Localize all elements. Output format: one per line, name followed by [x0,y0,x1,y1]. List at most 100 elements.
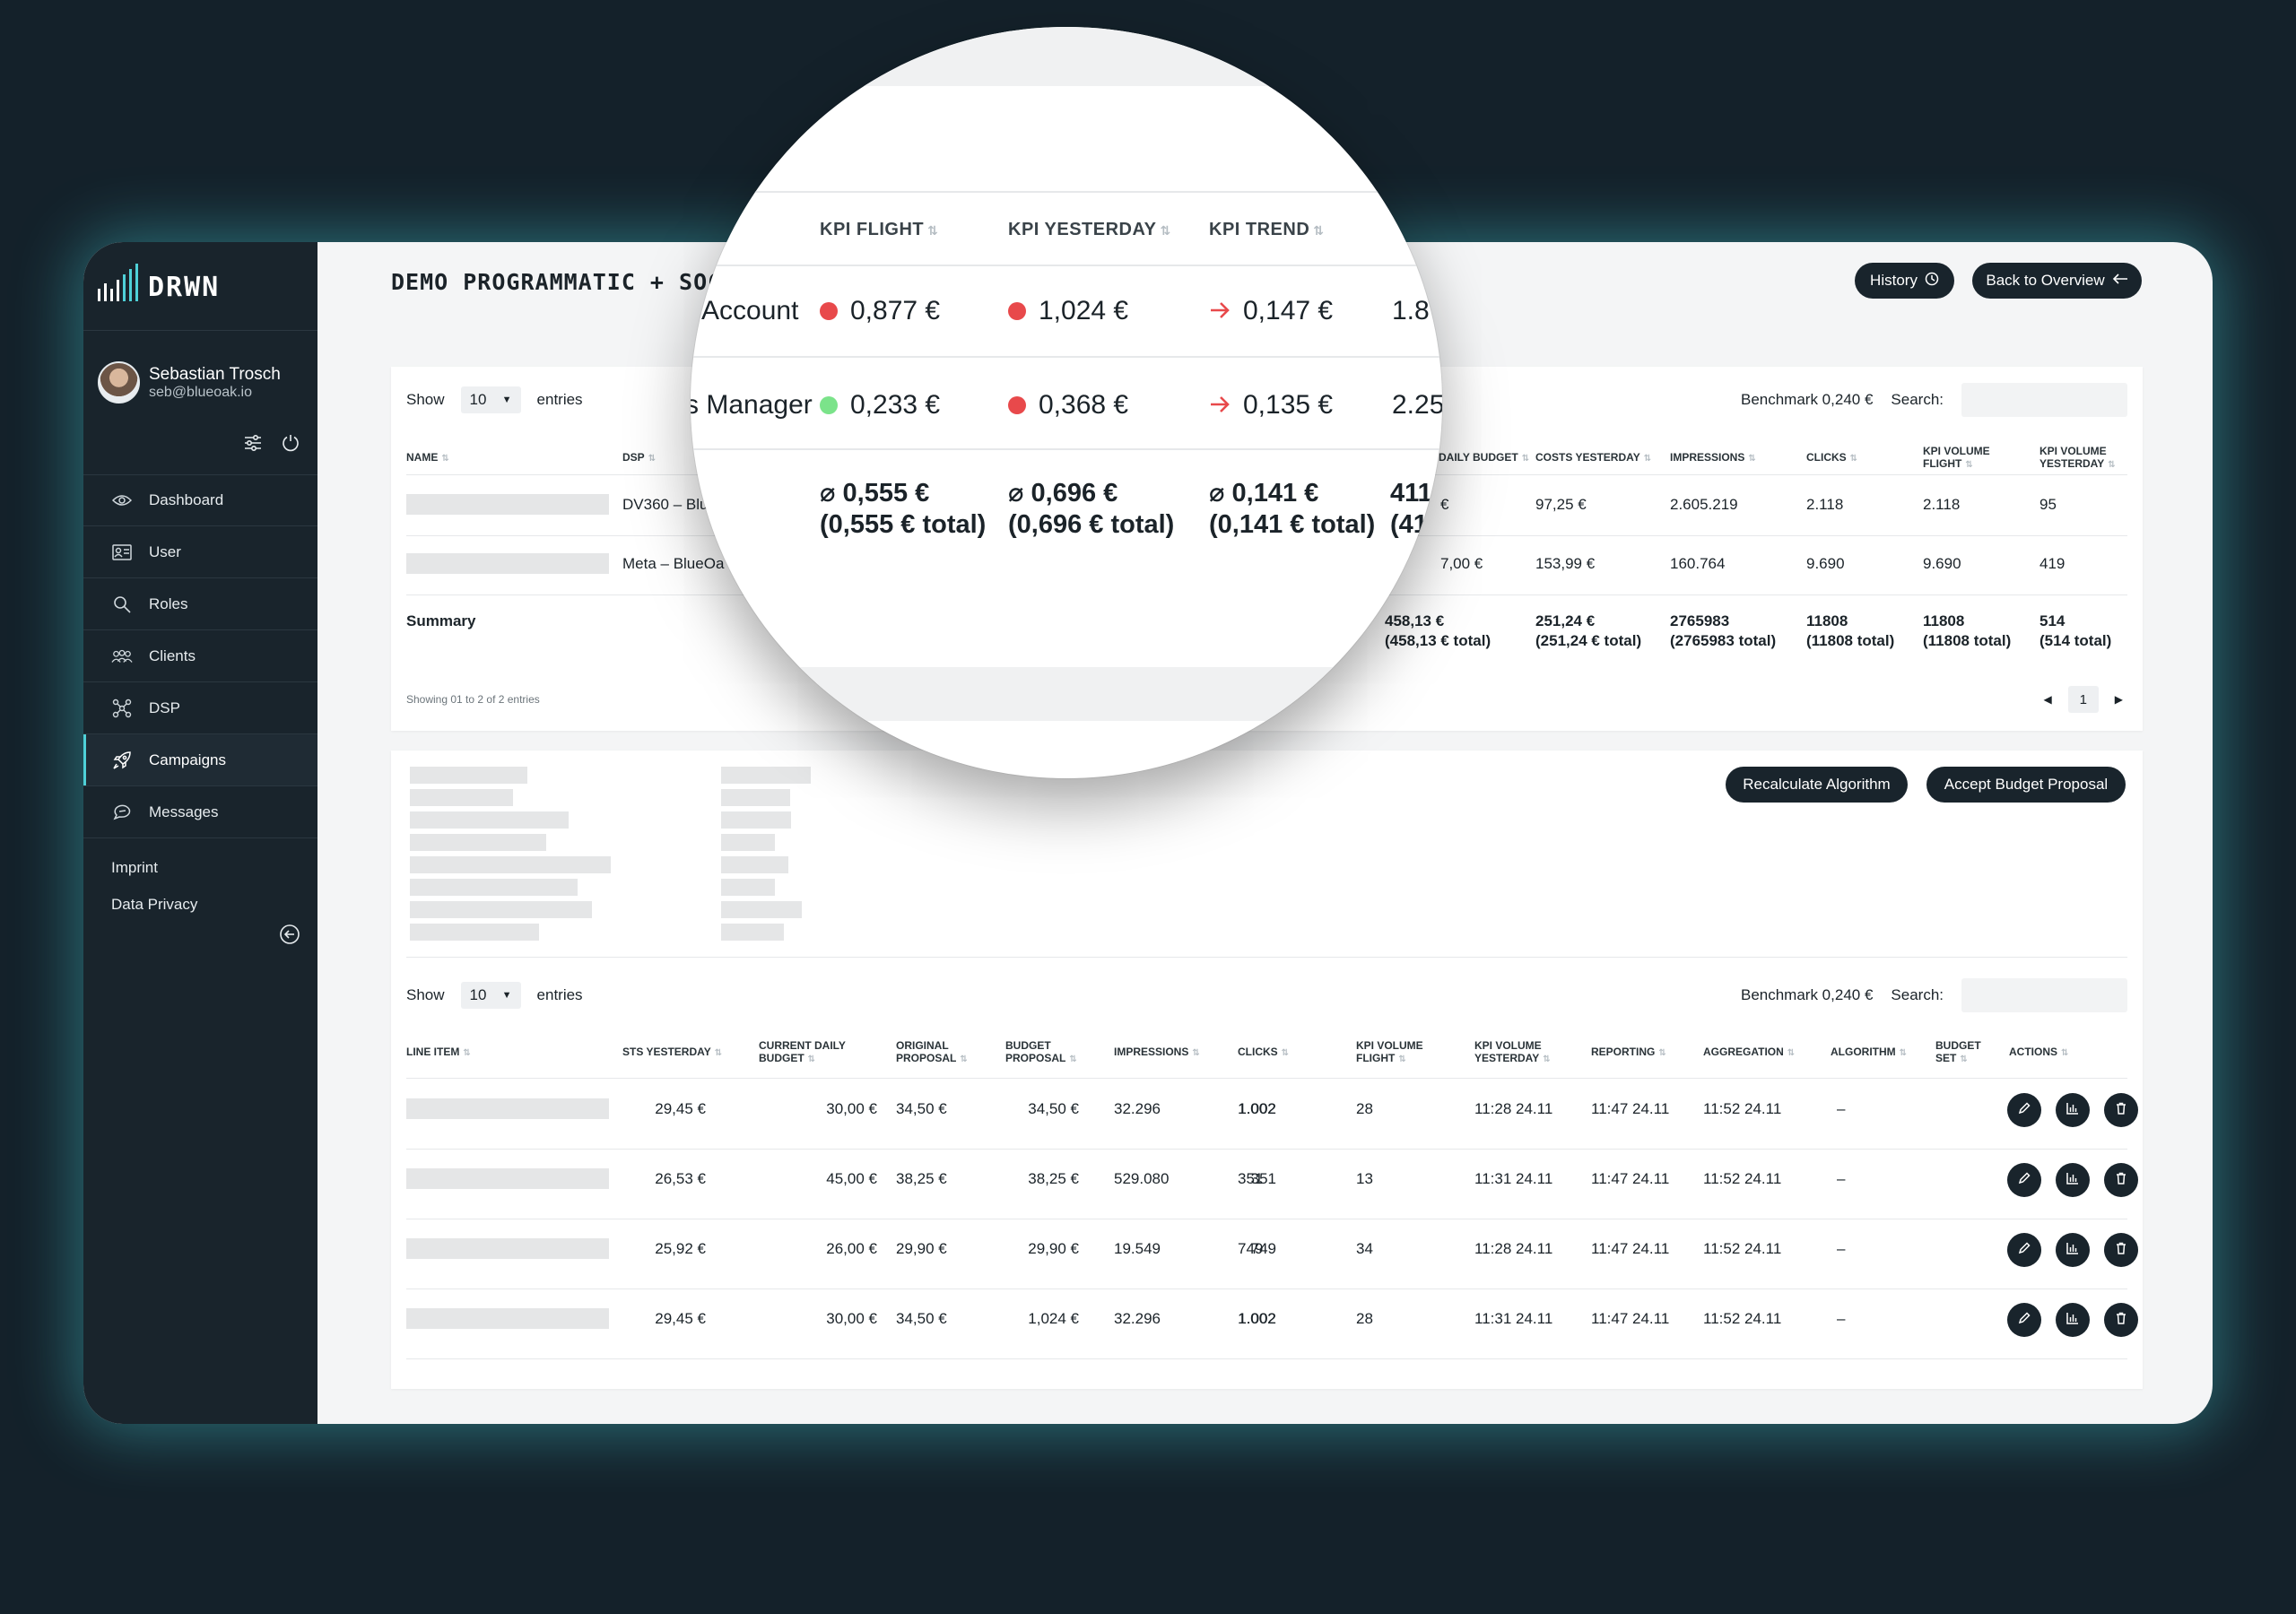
clock-icon [1925,272,1939,291]
column-header-reporting[interactable]: REPORTING ⇅ [1591,1046,1666,1060]
history-button[interactable]: History [1855,263,1954,299]
value: 0,147 € [1243,296,1334,325]
header-line: CLICKS ⇅ [1238,1046,1289,1060]
sidebar-item-messages[interactable]: Messages [83,786,317,838]
power-icon[interactable] [281,433,300,457]
entries-select[interactable]: 10 ▼ [460,982,521,1009]
chart-action-button[interactable] [2056,1093,2090,1127]
collapse-sidebar-icon[interactable] [279,924,300,950]
column-header-budget-proposal[interactable]: BUDGET PROPOSAL ⇅ [1005,1039,1077,1066]
chart-action-button[interactable] [2056,1233,2090,1267]
header-label: LINE ITEM [406,1046,460,1058]
column-header-clicks[interactable]: CLICKS ⇅ [1238,1046,1289,1060]
trash-action-button[interactable] [2104,1233,2138,1267]
prev-page-icon[interactable]: ◀ [2043,693,2052,706]
column-header-algorithm[interactable]: ALGORITHM ⇅ [1831,1046,1907,1060]
column-header-budget-set[interactable]: BUDGET SET ⇅ [1935,1039,1981,1066]
header-label: BUDGET [1935,1039,1981,1052]
column-header-original-proposal[interactable]: ORIGINAL PROPOSAL ⇅ [896,1039,968,1066]
user-email: seb@blueoak.io [149,384,252,400]
redacted-info [721,767,811,784]
entries-value: 10 [469,986,487,1003]
accept-budget-proposal-button[interactable]: Accept Budget Proposal [1926,767,2126,803]
costs-yesterday-cell: 153,99 € [1535,555,1596,572]
sidebar-item-clients[interactable]: Clients [83,630,317,682]
search-input[interactable] [1961,383,2127,417]
trash-action-button[interactable] [2104,1163,2138,1197]
pencil-icon [2017,1171,2031,1190]
header-line: ACTIONS ⇅ [2009,1046,2068,1060]
sort-icon: ⇅ [807,1054,816,1064]
column-header-kpi-volume-yesterday[interactable]: KPI VOLUME YESTERDAY ⇅ [1474,1039,1551,1066]
trash-action-button[interactable] [2104,1303,2138,1337]
column-header-name[interactable]: NAME ⇅ [406,451,449,464]
redacted-line-item-name [406,1098,609,1119]
sort-icon: ⇅ [1543,1054,1551,1064]
column-header-actions[interactable]: ACTIONS ⇅ [2009,1046,2068,1060]
column-header-kpi-trend[interactable]: KPI TREND ⇅ [1209,220,1325,239]
entries-select[interactable]: 10 ▼ [460,386,521,413]
summary-value: 458,13 € [1385,612,1445,629]
column-header-kpi-flight[interactable]: KPI FLIGHT ⇅ [820,220,939,239]
column-header-impressions[interactable]: IMPRESSIONS ⇅ [1670,451,1756,464]
sidebar-item-user[interactable]: User [83,526,317,578]
impressions-cell: 529.080 [1114,1170,1170,1187]
zoom-kpi-yesterday-cell: 1,024 € [1008,296,1128,326]
pencil-icon [2017,1101,2031,1120]
redacted-info [721,924,784,941]
column-header-sts-yesterday[interactable]: STS YESTERDAY ⇅ [622,1046,722,1060]
trash-icon [2114,1171,2128,1190]
imprint-link[interactable]: Imprint [111,859,158,876]
data-privacy-link[interactable]: Data Privacy [111,896,198,913]
settings-sliders-icon[interactable] [243,433,263,457]
column-header-kpi-volume-flight[interactable]: KPI VOLUME FLIGHT ⇅ [1356,1039,1423,1066]
column-header-current-daily-budget[interactable]: CURRENT DAILY BUDGET ⇅ [759,1039,846,1066]
sidebar-item-dsp[interactable]: DSP [83,682,317,734]
search-icon [111,594,133,615]
impressions-cell: 19.549 [1114,1240,1161,1257]
column-header-impressions[interactable]: IMPRESSIONS ⇅ [1114,1046,1200,1060]
avatar [98,361,140,404]
header-line: IMPRESSIONS ⇅ [1114,1046,1200,1060]
redacted-campaign-name [406,494,609,515]
dsp-cell: Meta – BlueOa [622,555,725,572]
value: 0,135 € [1243,390,1334,420]
chart-action-button[interactable] [2056,1163,2090,1197]
logo[interactable]: DRWN [98,262,220,301]
sidebar-item-campaigns[interactable]: Campaigns [83,734,317,786]
redacted-info [410,767,527,784]
column-header-costs-yesterday[interactable]: COSTS YESTERDAY ⇅ [1535,451,1652,464]
next-page-icon[interactable]: ▶ [2114,693,2123,706]
column-header-aggregation[interactable]: AGGREGATION ⇅ [1703,1046,1795,1060]
page-button[interactable]: 1 [2067,686,2099,713]
trash-action-button[interactable] [2104,1093,2138,1127]
header-label: KPI TREND [1209,220,1310,239]
back-to-overview-button[interactable]: Back to Overview [1972,263,2142,299]
clicks-cell: 351 [1250,1170,1276,1187]
pencil-action-button[interactable] [2007,1233,2041,1267]
column-header-kpi-volume-flight[interactable]: KPI VOLUME FLIGHT ⇅ [1923,445,1990,470]
chart-action-button[interactable] [2056,1303,2090,1337]
column-header-kpi-volume-yesterday[interactable]: KPI VOLUME YESTERDAY ⇅ [2039,445,2116,470]
column-header-kpi-yesterday[interactable]: KPI YESTERDAY ⇅ [1008,220,1171,239]
sort-icon: ⇅ [2061,1048,2069,1058]
summary-total: (41 [1390,510,1428,539]
recalculate-algorithm-button[interactable]: Recalculate Algorithm [1726,767,1908,803]
daily-budget-cell: 7,00 € [1440,555,1483,572]
header-label: IMPRESSIONS [1114,1046,1189,1058]
user-profile[interactable]: Sebastian Trosch seb@blueoak.io [98,361,281,404]
aggregation-cell: 11:47 24.11 [1591,1240,1670,1257]
original-proposal-cell: 29,90 € [896,1240,947,1257]
pencil-action-button[interactable] [2007,1163,2041,1197]
divider [691,265,1442,266]
pencil-action-button[interactable] [2007,1093,2041,1127]
column-header-dsp[interactable]: DSP ⇅ [622,451,657,464]
sidebar-item-roles[interactable]: Roles [83,578,317,630]
zoom-kpi-flight-cell: 0,233 € [820,390,940,421]
search-input[interactable] [1961,978,2127,1012]
column-header-daily-budget[interactable]: DAILY BUDGET ⇅ [1439,451,1530,464]
sidebar-item-dashboard[interactable]: Dashboard [83,474,317,526]
column-header-clicks[interactable]: CLICKS ⇅ [1806,451,1858,464]
column-header-line-item[interactable]: LINE ITEM ⇅ [406,1046,471,1060]
pencil-action-button[interactable] [2007,1303,2041,1337]
